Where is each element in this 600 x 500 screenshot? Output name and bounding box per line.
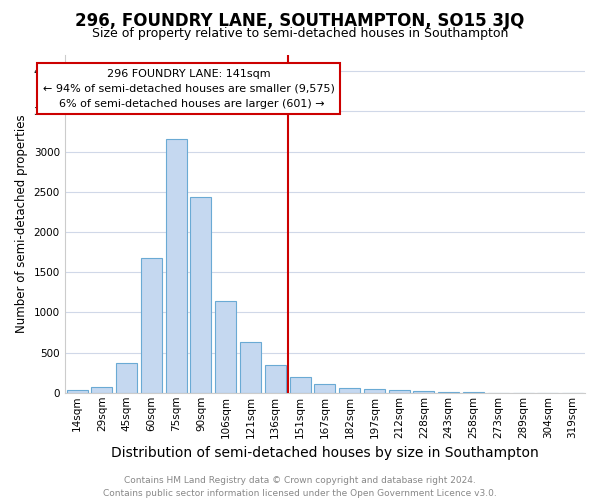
Text: 296, FOUNDRY LANE, SOUTHAMPTON, SO15 3JQ: 296, FOUNDRY LANE, SOUTHAMPTON, SO15 3JQ xyxy=(76,12,524,30)
Bar xyxy=(265,366,286,393)
Bar xyxy=(438,392,459,393)
Bar xyxy=(413,391,434,393)
Bar xyxy=(116,362,137,393)
Text: Contains HM Land Registry data © Crown copyright and database right 2024.
Contai: Contains HM Land Registry data © Crown c… xyxy=(103,476,497,498)
Bar xyxy=(240,342,261,393)
Bar xyxy=(190,198,211,393)
X-axis label: Distribution of semi-detached houses by size in Southampton: Distribution of semi-detached houses by … xyxy=(111,446,539,460)
Bar xyxy=(364,388,385,393)
Y-axis label: Number of semi-detached properties: Number of semi-detached properties xyxy=(15,114,28,333)
Text: 296 FOUNDRY LANE: 141sqm  
← 94% of semi-detached houses are smaller (9,575)
  6: 296 FOUNDRY LANE: 141sqm ← 94% of semi-d… xyxy=(43,69,334,108)
Bar xyxy=(141,258,162,393)
Bar xyxy=(290,377,311,393)
Bar xyxy=(215,301,236,393)
Bar xyxy=(91,386,112,393)
Bar xyxy=(166,140,187,393)
Bar xyxy=(67,390,88,393)
Bar xyxy=(389,390,410,393)
Bar xyxy=(339,388,360,393)
Text: Size of property relative to semi-detached houses in Southampton: Size of property relative to semi-detach… xyxy=(92,28,508,40)
Bar xyxy=(314,384,335,393)
